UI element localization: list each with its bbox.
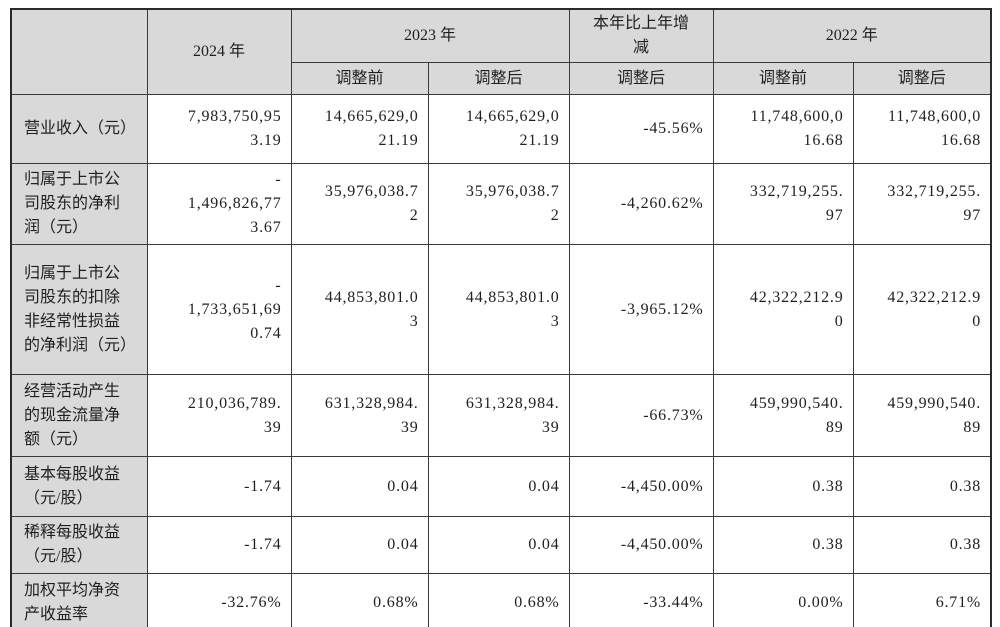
value-cell: - 1,733,651,69 0.74: [146, 244, 292, 375]
value-cell: 42,322,212.9 0: [852, 244, 992, 375]
row-label: 经营活动产生的现金流量净额（元）: [10, 374, 148, 457]
value-cell: 210,036,789. 39: [146, 374, 292, 457]
value-cell: 11,748,600,0 16.68: [712, 94, 854, 164]
value-cell: -32.76%: [146, 573, 292, 627]
value-cell: 35,976,038.7 2: [427, 163, 570, 245]
table-row-weighted-roe: 加权平均净资产收益率 -32.76% 0.68% 0.68% -33.44% 0…: [10, 573, 992, 627]
value-cell: -4,450.00%: [568, 456, 714, 517]
value-cell: 42,322,212.9 0: [712, 244, 854, 375]
value-cell: 44,853,801.0 3: [290, 244, 429, 375]
value-cell: -4,260.62%: [568, 163, 714, 245]
value-cell: 0.04: [290, 456, 429, 517]
table-row-diluted-eps: 稀释每股收益（元/股） -1.74 0.04 0.04 -4,450.00% 0…: [10, 516, 992, 574]
value-cell: -33.44%: [568, 573, 714, 627]
row-label: 基本每股收益（元/股）: [10, 456, 148, 517]
value-cell: -66.73%: [568, 374, 714, 457]
value-cell: -1.74: [146, 516, 292, 574]
table-row-net-profit: 归属于上市公司股东的净利润（元） - 1,496,826,77 3.67 35,…: [10, 163, 992, 245]
header-2022: 2022 年: [712, 8, 992, 63]
corner-cell: [10, 8, 148, 95]
value-cell: -45.56%: [568, 94, 714, 164]
value-cell: 0.38: [852, 456, 992, 517]
header-row-adjust: 调整前 调整后 调整后 调整前 调整后: [11, 62, 992, 95]
value-cell: 14,665,629,0 21.19: [427, 94, 570, 164]
value-cell: 332,719,255. 97: [712, 163, 854, 245]
table-row-operating-cash-flow: 经营活动产生的现金流量净额（元） 210,036,789. 39 631,328…: [10, 374, 992, 457]
value-cell: 0.04: [427, 516, 570, 574]
subheader-2023-post: 调整后: [427, 62, 570, 95]
value-cell: 459,990,540. 89: [712, 374, 854, 457]
row-label: 加权平均净资产收益率: [10, 573, 148, 627]
value-cell: 0.68%: [427, 573, 570, 627]
value-cell: 0.68%: [290, 573, 429, 627]
value-cell: 0.38: [712, 516, 854, 574]
table-row-net-profit-deducted: 归属于上市公司股东的扣除非经常性损益的净利润（元） - 1,733,651,69…: [10, 244, 992, 375]
row-label: 归属于上市公司股东的扣除非经常性损益的净利润（元）: [10, 244, 148, 375]
subheader-2022-post: 调整后: [852, 62, 992, 95]
value-cell: 332,719,255. 97: [852, 163, 992, 245]
value-cell: 459,990,540. 89: [852, 374, 992, 457]
header-row-years: 2024 年 2023 年 本年比上年增减 2022 年: [10, 8, 992, 95]
value-cell: - 1,496,826,77 3.67: [146, 163, 292, 245]
value-cell: 0.04: [290, 516, 429, 574]
value-cell: 0.38: [852, 516, 992, 574]
value-cell: 7,983,750,95 3.19: [146, 94, 292, 164]
header-2023: 2023 年: [290, 8, 570, 63]
table-row-basic-eps: 基本每股收益（元/股） -1.74 0.04 0.04 -4,450.00% 0…: [10, 456, 992, 517]
value-cell: 11,748,600,0 16.68: [852, 94, 992, 164]
value-cell: -1.74: [146, 456, 292, 517]
header-change: 本年比上年增减: [568, 8, 714, 63]
value-cell: 0.04: [427, 456, 570, 517]
value-cell: -4,450.00%: [568, 516, 714, 574]
subheader-2022-pre: 调整前: [712, 62, 854, 95]
row-label: 营业收入（元）: [10, 94, 148, 164]
value-cell: 631,328,984. 39: [427, 374, 570, 457]
value-cell: -3,965.12%: [568, 244, 714, 375]
table-row-revenue: 营业收入（元） 7,983,750,95 3.19 14,665,629,0 2…: [10, 94, 992, 164]
subheader-2023-pre: 调整前: [290, 62, 429, 95]
value-cell: 44,853,801.0 3: [427, 244, 570, 375]
value-cell: 0.00%: [712, 573, 854, 627]
row-label: 稀释每股收益（元/股）: [10, 516, 148, 574]
value-cell: 0.38: [712, 456, 854, 517]
value-cell: 631,328,984. 39: [290, 374, 429, 457]
financial-summary-table: 2024 年 2023 年 本年比上年增减 2022 年 调整前 调整后 调整后…: [10, 8, 993, 627]
row-label: 归属于上市公司股东的净利润（元）: [10, 163, 148, 245]
value-cell: 14,665,629,0 21.19: [290, 94, 429, 164]
value-cell: 6.71%: [852, 573, 992, 627]
subheader-change-post: 调整后: [568, 62, 714, 95]
header-2024: 2024 年: [146, 8, 292, 95]
value-cell: 35,976,038.7 2: [290, 163, 429, 245]
